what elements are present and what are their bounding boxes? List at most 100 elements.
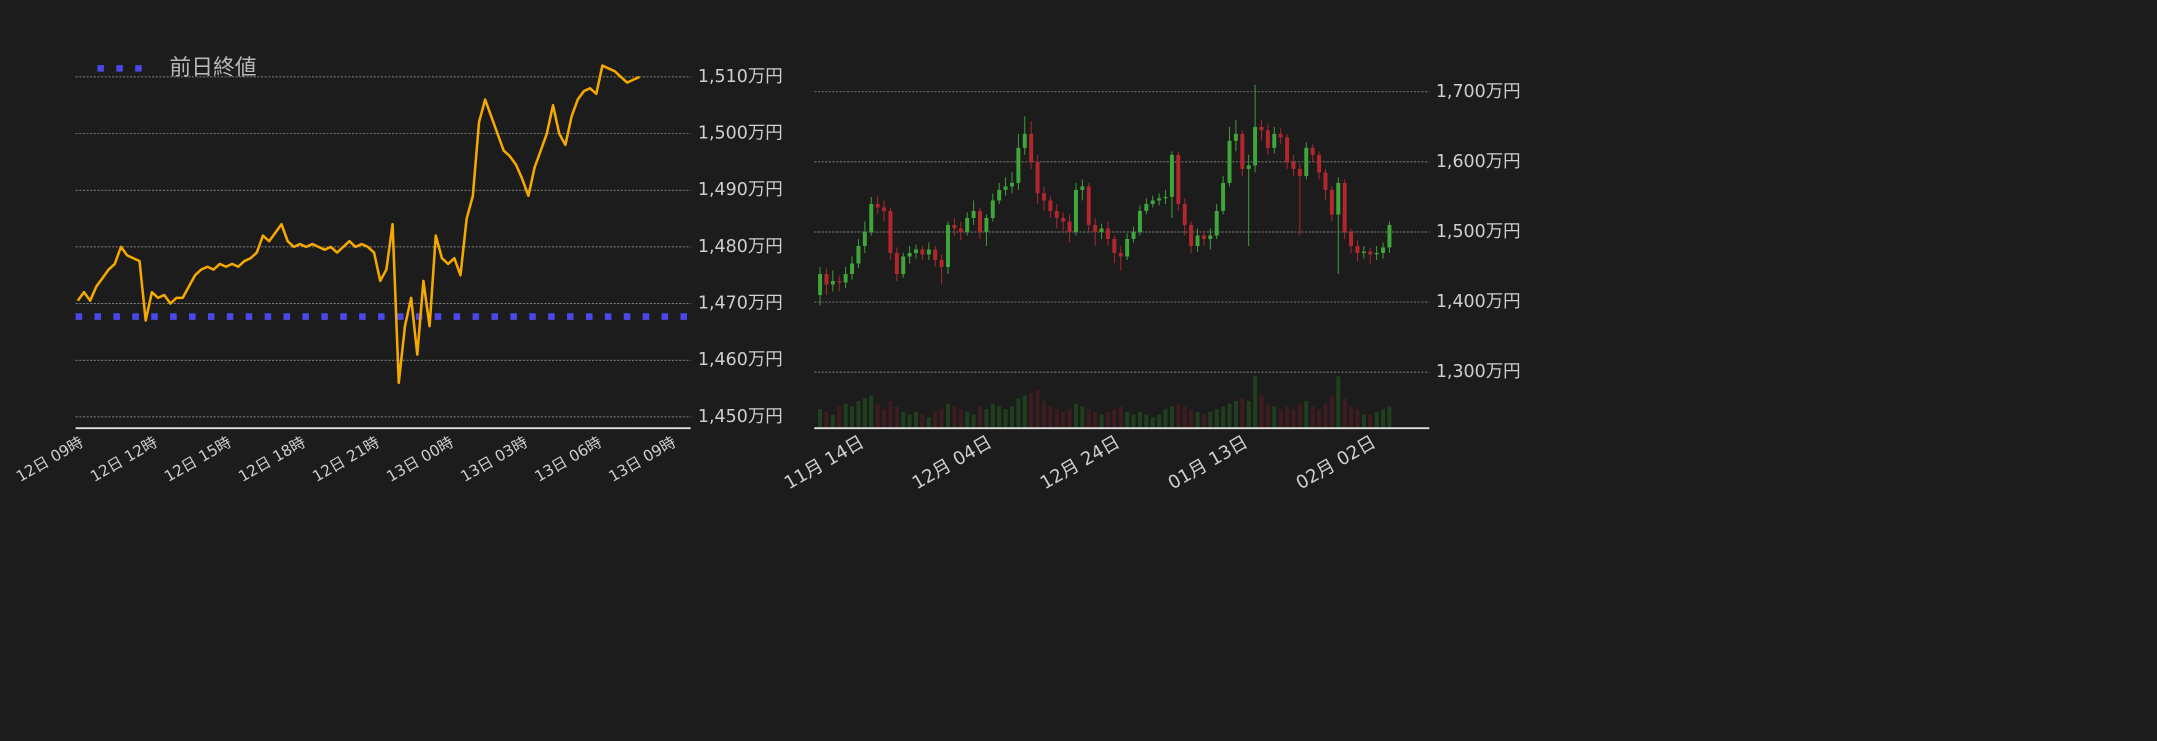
- volume-bar: [952, 406, 957, 429]
- candle-body: [901, 256, 906, 275]
- candle-body: [1105, 228, 1110, 239]
- candle-body: [1259, 126, 1264, 131]
- candle-body: [1381, 247, 1386, 253]
- candle-body: [1150, 200, 1155, 204]
- y-tick-label: 1,460万円: [698, 350, 783, 370]
- volume-bar: [1317, 409, 1322, 429]
- volume-bar: [1336, 376, 1341, 429]
- volume-bar: [1169, 406, 1174, 429]
- candle-body: [1265, 130, 1270, 148]
- volume-bar: [843, 403, 848, 429]
- candle-body: [1240, 133, 1245, 169]
- candle-body: [1022, 133, 1027, 148]
- volume-bar: [926, 417, 931, 429]
- candle-body: [1003, 186, 1008, 190]
- volume-bar: [882, 409, 887, 429]
- candle-body: [1336, 182, 1341, 215]
- candle-body: [984, 217, 989, 232]
- volume-bar: [862, 398, 867, 429]
- volume-bar: [1246, 400, 1251, 429]
- candle-body: [1246, 165, 1251, 169]
- candle-body: [1080, 186, 1085, 190]
- volume-bar: [1381, 409, 1386, 429]
- y-tick-label: 1,300万円: [1436, 362, 1521, 382]
- candle-body: [875, 203, 880, 208]
- y-tick-label: 1,480万円: [698, 237, 783, 257]
- volume-bar: [1054, 409, 1059, 429]
- volume-bar: [1374, 411, 1379, 429]
- candle-body: [965, 217, 970, 232]
- candle-body: [1182, 203, 1187, 225]
- volume-bar: [1182, 406, 1187, 429]
- x-tick-label: 12日 15時: [161, 433, 234, 486]
- volume-bar: [1221, 406, 1226, 429]
- y-tick-label: 1,450万円: [698, 407, 783, 427]
- candle-body: [1323, 172, 1328, 190]
- volume-bar: [1086, 409, 1091, 429]
- volume-bar: [824, 411, 829, 429]
- volume-bar: [1131, 414, 1136, 429]
- candle-body: [1163, 196, 1168, 199]
- volume-bar: [1368, 414, 1373, 429]
- volume-bar: [1208, 411, 1213, 429]
- candle-body: [1214, 210, 1219, 236]
- volume-bar: [978, 406, 982, 429]
- volume-bar: [1195, 411, 1200, 429]
- candle-body: [1253, 126, 1258, 166]
- candle-body: [1355, 245, 1360, 253]
- x-tick-label: 12月 04日: [909, 432, 996, 494]
- volume-bar: [1342, 398, 1347, 429]
- candle-body: [1361, 251, 1366, 253]
- x-tick-label: 12月 24日: [1037, 432, 1124, 494]
- volume-bar: [1265, 403, 1270, 429]
- volume-bar: [837, 406, 842, 429]
- candle-body: [1144, 203, 1149, 211]
- x-tick-label: 01月 13日: [1165, 432, 1252, 494]
- candle-body: [907, 252, 912, 257]
- candle-body: [1201, 235, 1206, 239]
- candle-body: [1157, 198, 1162, 201]
- candle-body: [933, 249, 938, 261]
- candle-body: [837, 281, 842, 283]
- volume-bar: [1163, 409, 1168, 429]
- candle-body: [1125, 238, 1130, 257]
- volume-bar: [1201, 414, 1206, 429]
- candle-body: [1291, 161, 1296, 169]
- volume-bar: [920, 414, 925, 429]
- candle-body: [920, 249, 925, 255]
- candle-body: [1189, 224, 1194, 246]
- candle-body: [1310, 147, 1315, 155]
- volume-bar: [1003, 409, 1008, 429]
- candle-body: [1387, 224, 1392, 248]
- volume-bar: [1291, 409, 1296, 429]
- volume-bar: [1061, 411, 1066, 429]
- scaled-content: 前日終値 1,450万円 1,460万円 1,470万円 1,480万円 1,490万円…: [13, 55, 1520, 494]
- volume-bar: [1041, 400, 1046, 429]
- x-tick-label: 11月 14日: [781, 432, 868, 494]
- candle-body: [1054, 210, 1059, 218]
- volume-bar: [1157, 414, 1162, 429]
- candle-body: [1374, 252, 1379, 255]
- volume-bar: [1137, 411, 1142, 429]
- volume-bar: [1272, 406, 1277, 429]
- volume-bar: [1355, 409, 1360, 429]
- volume-bar: [965, 411, 970, 429]
- x-tick-label: 12日 12時: [87, 433, 160, 486]
- candle-body: [830, 281, 835, 285]
- volume-bar: [1150, 417, 1155, 429]
- candle-body: [1048, 200, 1053, 211]
- candle-body: [843, 274, 848, 283]
- candle-body: [1029, 133, 1034, 162]
- candle-body: [856, 245, 861, 264]
- volume-bar: [1073, 403, 1078, 429]
- volume-bar: [1233, 400, 1238, 429]
- volume-bar: [1189, 409, 1194, 429]
- candle-body: [1221, 182, 1226, 211]
- legend: 前日終値: [97, 55, 257, 80]
- x-tick-label: 02月 02日: [1293, 432, 1380, 494]
- volume-bar: [990, 403, 995, 429]
- x-tick-label: 12日 21時: [309, 433, 382, 486]
- volume-bar: [1361, 414, 1366, 429]
- y-tick-label: 1,470万円: [698, 294, 783, 314]
